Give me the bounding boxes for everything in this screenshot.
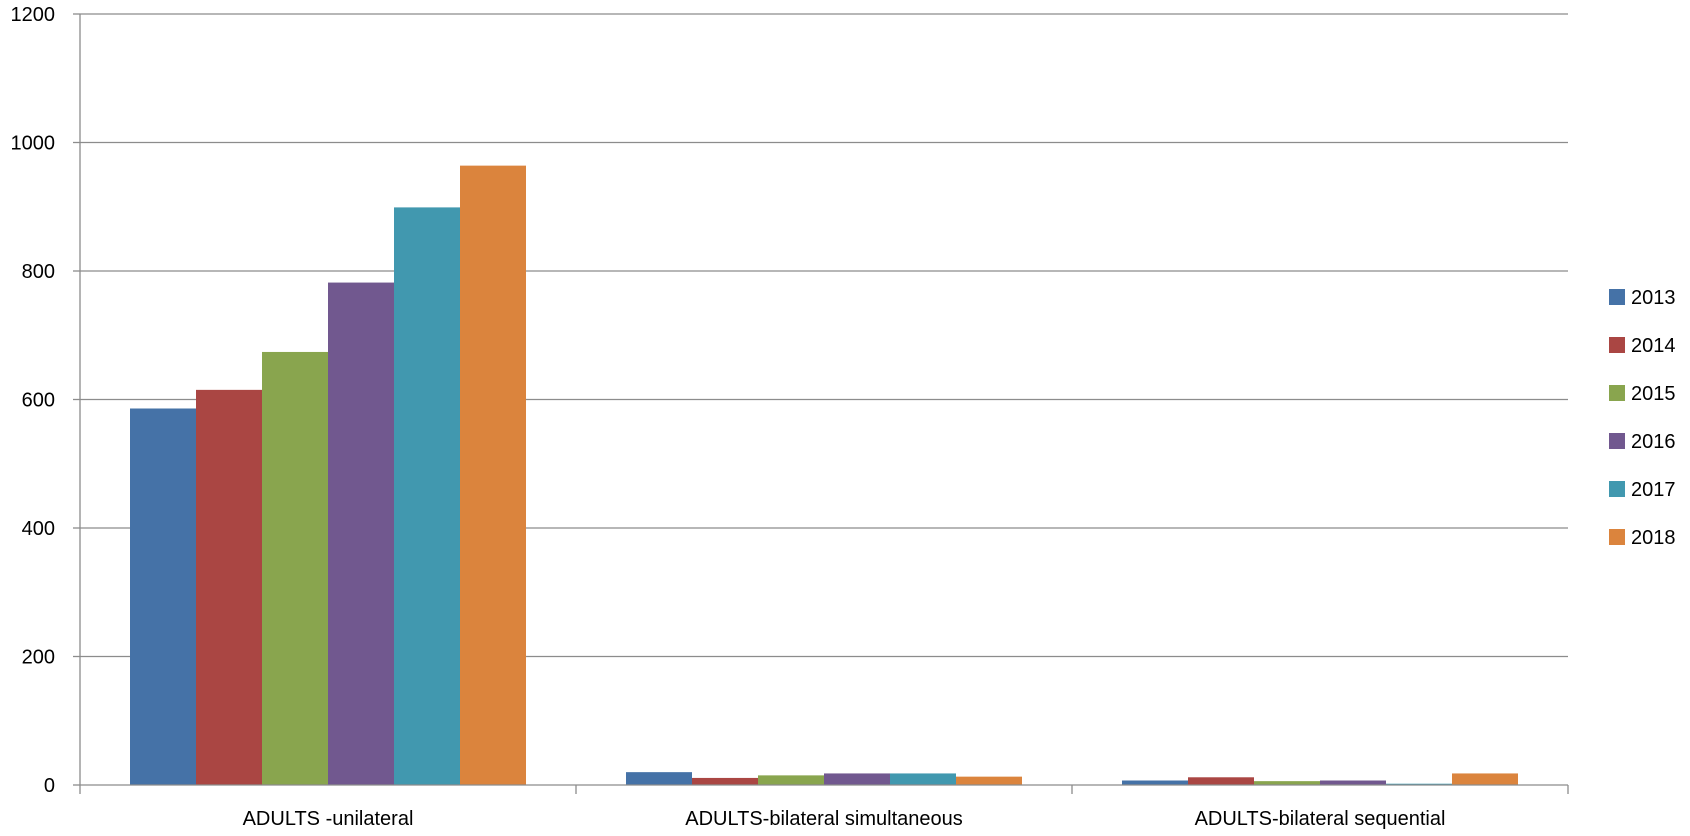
bar-2018-3 bbox=[1452, 773, 1518, 785]
category-labels: ADULTS -unilateral ADULTS-bilateral simul… bbox=[243, 808, 1446, 830]
bars bbox=[130, 165, 1518, 785]
bar-2016-1 bbox=[328, 282, 394, 785]
legend-swatch-2016 bbox=[1609, 433, 1625, 449]
y-tick-label: 800 bbox=[22, 261, 55, 283]
y-tick-label: 1200 bbox=[11, 4, 56, 26]
bar-2014-1 bbox=[196, 389, 262, 785]
legend-swatch-2013 bbox=[1609, 289, 1625, 305]
legend-label: 2016 bbox=[1631, 431, 1676, 453]
bar-2015-3 bbox=[1254, 781, 1320, 785]
legend-swatch-2014 bbox=[1609, 337, 1625, 353]
legend-label: 2015 bbox=[1631, 383, 1676, 405]
y-tick-label: 200 bbox=[22, 647, 55, 669]
bar-2016-2 bbox=[824, 773, 890, 785]
axes bbox=[79, 14, 1569, 794]
bar-2013-2 bbox=[626, 772, 692, 785]
bar-2014-3 bbox=[1188, 777, 1254, 785]
y-tick-labels: 0 200 400 600 800 1000 1200 bbox=[11, 4, 56, 797]
bar-2015-2 bbox=[758, 775, 824, 785]
y-tick-label: 400 bbox=[22, 518, 55, 540]
legend-swatch-2018 bbox=[1609, 529, 1625, 545]
y-tick-label: 600 bbox=[22, 390, 55, 412]
legend: 2013 2014 2015 2016 2017 2018 bbox=[1609, 287, 1676, 549]
bar-2018-1 bbox=[460, 165, 526, 785]
legend-label: 2017 bbox=[1631, 479, 1676, 501]
bar-2014-2 bbox=[692, 777, 758, 785]
y-tick-label: 1000 bbox=[11, 133, 56, 155]
legend-label: 2013 bbox=[1631, 287, 1676, 309]
category-label: ADULTS-bilateral simultaneous bbox=[685, 808, 963, 830]
legend-swatch-2015 bbox=[1609, 385, 1625, 401]
bar-2017-1 bbox=[394, 207, 460, 785]
bar-2018-2 bbox=[956, 776, 1022, 785]
legend-swatch-2017 bbox=[1609, 481, 1625, 497]
category-label: ADULTS-bilateral sequential bbox=[1195, 808, 1446, 830]
bar-2017-2 bbox=[890, 773, 956, 785]
bar-2013-3 bbox=[1122, 780, 1188, 785]
bar-2016-3 bbox=[1320, 780, 1386, 785]
category-label: ADULTS -unilateral bbox=[243, 808, 414, 830]
legend-label: 2014 bbox=[1631, 335, 1676, 357]
bar-2013-1 bbox=[130, 408, 196, 785]
bar-2015-1 bbox=[262, 351, 328, 785]
legend-label: 2018 bbox=[1631, 527, 1676, 549]
y-tick-label: 0 bbox=[44, 775, 55, 797]
